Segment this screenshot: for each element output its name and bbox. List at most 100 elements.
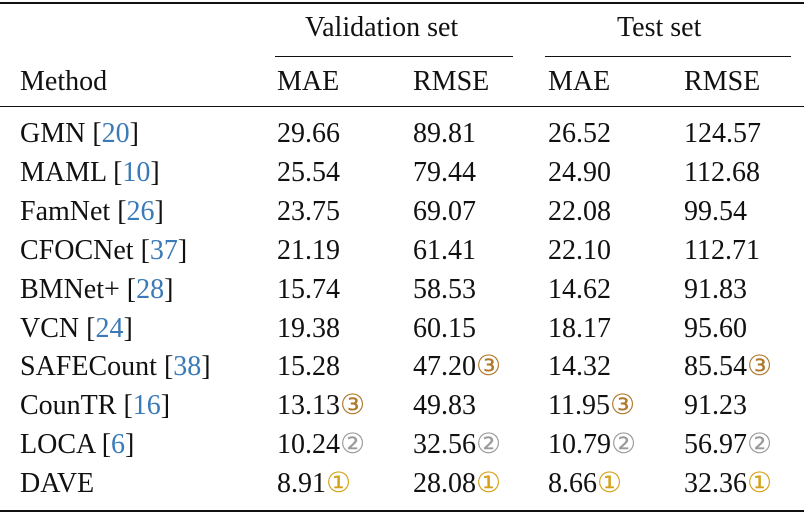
value-cell: 15.74 [277, 274, 340, 306]
method-name: DAVE [20, 468, 95, 500]
cite-bracket: [ [117, 195, 127, 227]
value: 56.97 [684, 429, 747, 461]
value: 23.75 [277, 195, 340, 227]
value-cell: 8.66① [548, 468, 622, 500]
value: 10.79 [548, 429, 611, 461]
cite-bracket: [ [123, 390, 133, 422]
rank-mark: ① [476, 468, 502, 500]
value-cell: 15.28 [277, 351, 340, 383]
value-cell: 18.17 [548, 313, 611, 345]
column-header: MAE [548, 66, 611, 97]
value: 28.08 [413, 468, 476, 500]
value-cell: 13.13③ [277, 390, 365, 422]
rank-mark: ③ [476, 351, 502, 383]
cite-bracket: ] [201, 351, 211, 383]
value-cell: 25.54 [277, 157, 340, 189]
citation: 10 [122, 156, 151, 188]
value: 85.54 [684, 351, 747, 383]
citation: 37 [149, 234, 178, 266]
cite-bracket: ] [154, 195, 164, 227]
rank-mark: ① [597, 468, 623, 500]
value: 8.66 [548, 468, 597, 500]
value: 8.91 [277, 468, 326, 500]
value: 95.60 [684, 312, 747, 344]
rank-mark: ② [476, 429, 502, 461]
value-cell: 14.32 [548, 351, 611, 383]
value: 58.53 [413, 273, 476, 305]
cite-bracket: ] [125, 429, 135, 461]
value-cell: 89.81 [413, 118, 476, 150]
value: 49.83 [413, 390, 476, 422]
value: 32.56 [413, 429, 476, 461]
value-cell: 11.95③ [548, 390, 635, 422]
value-cell: 19.38 [277, 313, 340, 345]
value: 60.15 [413, 312, 476, 344]
rank-mark: ② [611, 429, 637, 461]
cite-bracket: ] [164, 273, 174, 305]
cite-bracket: ] [150, 156, 160, 188]
method-cell: SAFECount [38] [20, 351, 211, 383]
value: 13.13 [277, 390, 340, 422]
value-cell: 32.56② [413, 429, 501, 461]
citation: 6 [111, 429, 126, 461]
value-cell: 124.57 [684, 118, 761, 150]
value: 15.74 [277, 273, 340, 305]
value: 26.52 [548, 118, 611, 149]
value: 22.10 [548, 234, 611, 266]
group-rule [275, 56, 513, 57]
bottom-rule [0, 510, 804, 512]
cite-bracket: [ [101, 429, 112, 461]
method-name: GMN [20, 118, 86, 149]
value: 89.81 [413, 118, 476, 149]
method-name: CounTR [20, 390, 117, 422]
method-cell: BMNet+ [28] [20, 274, 173, 306]
cite-bracket: ] [177, 234, 188, 266]
cite-bracket: [ [163, 351, 174, 383]
value: 22.08 [548, 195, 611, 227]
cite-bracket: ] [123, 312, 133, 344]
value-cell: 29.66 [277, 118, 340, 150]
value-cell: 91.83 [684, 274, 747, 306]
value: 69.07 [413, 195, 476, 227]
top-rule [0, 2, 804, 4]
citation: 16 [132, 390, 161, 422]
value-cell: 23.75 [277, 196, 340, 228]
value: 29.66 [277, 118, 340, 149]
value-cell: 91.23 [684, 390, 747, 422]
value-cell: 60.15 [413, 313, 476, 345]
value-cell: 47.20③ [413, 351, 501, 383]
citation: 20 [101, 118, 130, 149]
citation: 38 [173, 351, 202, 383]
method-cell: CounTR [16] [20, 390, 170, 422]
value-cell: 61.41 [413, 235, 476, 267]
group-header: Validation set [305, 12, 459, 43]
method-cell: VCN [24] [20, 313, 133, 345]
value-cell: 26.52 [548, 118, 611, 150]
value-cell: 69.07 [413, 196, 476, 228]
value-cell: 79.44 [413, 157, 476, 189]
method-name: FamNet [20, 195, 111, 227]
value: 79.44 [413, 156, 476, 188]
value-cell: 56.97② [684, 429, 772, 461]
value: 47.20 [413, 351, 476, 383]
column-header: RMSE [413, 66, 490, 97]
method-cell: GMN [20] [20, 118, 139, 150]
group-header: Test set [617, 12, 702, 43]
rank-mark: ② [747, 429, 773, 461]
value: 21.19 [277, 234, 340, 266]
group-rule [545, 56, 791, 57]
rank-mark: ③ [340, 390, 366, 422]
rank-mark: ② [340, 429, 366, 461]
method-cell: FamNet [26] [20, 196, 164, 228]
value-cell: 10.24② [277, 429, 365, 461]
value: 112.71 [684, 234, 760, 266]
value: 14.62 [548, 273, 611, 305]
cite-bracket: [ [92, 118, 102, 149]
method-name: CFOCNet [20, 234, 134, 266]
column-header: Method [20, 66, 108, 97]
column-header: MAE [277, 66, 340, 97]
value: 15.28 [277, 351, 340, 383]
value-cell: 10.79② [548, 429, 636, 461]
cite-bracket: ] [160, 390, 171, 422]
